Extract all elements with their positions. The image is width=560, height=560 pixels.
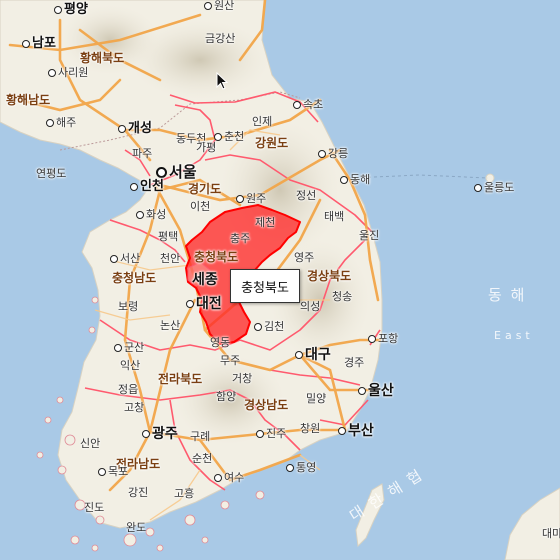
- city-label: 군산: [114, 342, 144, 353]
- city-label: 고창: [124, 401, 145, 414]
- city-label: 진도: [84, 501, 105, 514]
- city-label: 동두천: [176, 132, 207, 145]
- city-label: 통영: [286, 462, 316, 473]
- city-label: 구례: [190, 430, 211, 443]
- city-label-gwangju: 광주: [142, 427, 178, 441]
- city-label: 태백: [324, 210, 345, 223]
- city-label: 밀양: [306, 392, 327, 405]
- city-label: 가평: [196, 141, 217, 154]
- city-label: 익산: [120, 359, 141, 372]
- city-label: 영주: [294, 251, 315, 264]
- city-label: 창원: [300, 422, 321, 435]
- province-label-hwanghaenamdo: 황해남도: [6, 93, 51, 107]
- city-label: 해주: [46, 117, 76, 128]
- province-label-gyeongsangbukdo: 경상북도: [307, 269, 352, 283]
- city-label: 영동: [210, 336, 231, 349]
- city-label: 울진: [359, 229, 380, 242]
- province-label-gyeongsangnamdo: 경상남도: [244, 398, 289, 412]
- city-label: 진주: [256, 428, 286, 439]
- province-label-hwanghaebukdo: 황해북도: [80, 51, 125, 65]
- mountain-shading: [175, 355, 285, 445]
- city-label: 충주: [230, 232, 251, 245]
- city-label: 청송: [332, 290, 353, 303]
- city-label-incheon: 인천: [130, 180, 164, 193]
- province-label-chungcheongnamdo: 충청남도: [112, 271, 157, 285]
- city-label: 평택: [158, 230, 179, 243]
- province-label-gyeonggido: 경기도: [188, 182, 222, 196]
- city-label: 이천: [190, 200, 211, 213]
- mountain-shading: [60, 5, 160, 75]
- city-label: 속초: [293, 99, 323, 110]
- city-label: 완도: [126, 521, 147, 534]
- province-label-gangwondo: 강원도: [255, 136, 289, 150]
- city-label: 보령: [118, 300, 139, 313]
- city-label: 울릉도: [474, 182, 514, 193]
- city-label-busan: 부산: [338, 424, 374, 438]
- sea-label-east-sea: 동 해: [488, 286, 527, 304]
- city-label: 강진: [128, 486, 149, 499]
- city-label: 경주: [344, 356, 365, 369]
- city-label: 서산: [110, 253, 140, 264]
- city-label-sejong: 세종: [192, 272, 218, 288]
- city-label-daegu: 대구: [295, 348, 331, 362]
- city-label: 연평도: [36, 167, 67, 180]
- city-label-daejeon: 대전: [186, 297, 222, 311]
- city-label-seoul: 서울: [156, 165, 197, 180]
- city-label: 고흥: [174, 487, 195, 500]
- city-label: 파주: [132, 147, 153, 160]
- landmass-ulleungdo: [485, 173, 495, 183]
- city-label: 춘천: [214, 131, 244, 142]
- islands-southwest: [36, 296, 265, 552]
- city-label: 금강산: [205, 32, 236, 45]
- city-label-pyongyang: 평양: [54, 3, 88, 16]
- city-label-nampo: 남포: [22, 37, 56, 50]
- city-label: 원주: [236, 193, 266, 204]
- city-label: 논산: [160, 319, 181, 332]
- city-label: 대마: [542, 527, 560, 540]
- city-label-ulsan: 울산: [358, 384, 394, 398]
- region-sejong: [187, 261, 211, 287]
- landmass-tsushima: [355, 483, 385, 548]
- sea-label-east-sea-en: East: [494, 329, 534, 342]
- city-label: 무주: [220, 354, 241, 367]
- city-label: 순천: [192, 452, 213, 465]
- city-label: 김천: [254, 321, 284, 332]
- province-label-jeollanamdo: 전라남도: [116, 457, 161, 471]
- city-label: 천안: [160, 252, 181, 265]
- city-label: 여수: [214, 472, 244, 483]
- mountain-shading: [130, 20, 270, 100]
- city-label: 강릉: [318, 148, 348, 159]
- region-tooltip: 충청북도: [230, 269, 300, 303]
- city-label: 정읍: [118, 383, 139, 396]
- city-label: 의성: [300, 300, 321, 313]
- city-label: 함양: [216, 390, 237, 403]
- ferry-route: [349, 174, 489, 179]
- city-label: 신안: [80, 437, 101, 450]
- city-label: 포항: [368, 333, 398, 344]
- mouse-cursor-icon: [216, 72, 228, 90]
- city-label: 원산: [204, 0, 234, 11]
- province-label-chungcheongbukdo: 충청북도: [194, 250, 239, 264]
- city-label: 정선: [296, 189, 317, 202]
- province-label-jeollabukdo: 전라북도: [158, 372, 203, 386]
- landmass-japan: [504, 487, 560, 560]
- city-label: 사리원: [48, 67, 88, 78]
- city-label-kaesong: 개성: [118, 122, 152, 135]
- city-label: 목포: [98, 466, 128, 477]
- city-label: 화성: [136, 209, 166, 220]
- tooltip-text: 충청북도: [241, 280, 289, 296]
- city-label: 동해: [340, 174, 370, 185]
- city-label: 거창: [232, 372, 253, 385]
- dmz-line: [59, 91, 301, 151]
- city-label: 인제: [252, 115, 273, 128]
- city-label: 제천: [255, 216, 276, 229]
